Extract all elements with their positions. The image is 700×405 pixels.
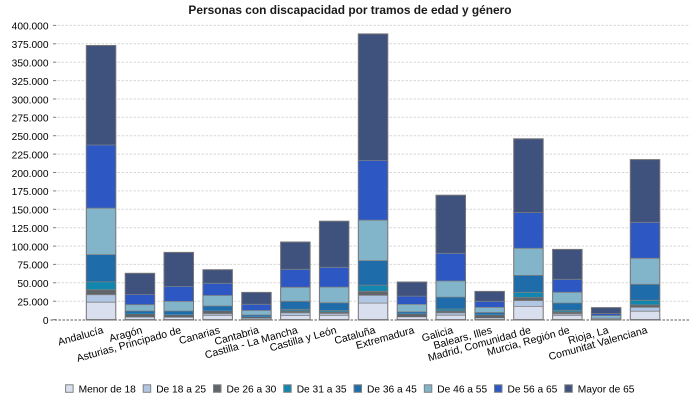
- svg-text:Personas con discapacidad por: Personas con discapacidad por tramos de …: [188, 3, 511, 17]
- svg-text:Menor de 18: Menor de 18: [79, 384, 137, 395]
- svg-text:25.000: 25.000: [17, 298, 48, 309]
- svg-text:De 31 a 35: De 31 a 35: [297, 384, 347, 395]
- svg-text:350.000: 350.000: [12, 59, 49, 70]
- svg-text:Mayor de 65: Mayor de 65: [578, 384, 635, 395]
- svg-text:De 56 a 65: De 56 a 65: [508, 384, 558, 395]
- svg-text:250.000: 250.000: [12, 132, 49, 143]
- svg-text:150.000: 150.000: [12, 206, 49, 217]
- svg-text:De 46 a 55: De 46 a 55: [437, 384, 487, 395]
- svg-text:300.000: 300.000: [12, 95, 49, 106]
- svg-text:175.000: 175.000: [12, 187, 49, 198]
- svg-text:400.000: 400.000: [12, 22, 49, 33]
- svg-text:De 26 a 30: De 26 a 30: [227, 384, 277, 395]
- svg-text:50.000: 50.000: [17, 279, 48, 290]
- svg-text:100.000: 100.000: [12, 242, 49, 253]
- svg-text:0: 0: [43, 316, 49, 327]
- svg-text:275.000: 275.000: [12, 114, 49, 125]
- svg-text:De 18 a 25: De 18 a 25: [156, 384, 206, 395]
- svg-text:325.000: 325.000: [12, 77, 49, 88]
- svg-text:375.000: 375.000: [12, 40, 49, 51]
- svg-text:200.000: 200.000: [12, 169, 49, 180]
- svg-text:75.000: 75.000: [17, 261, 48, 272]
- svg-text:De 36 a 45: De 36 a 45: [367, 384, 417, 395]
- svg-text:225.000: 225.000: [12, 150, 49, 161]
- svg-text:125.000: 125.000: [12, 224, 49, 235]
